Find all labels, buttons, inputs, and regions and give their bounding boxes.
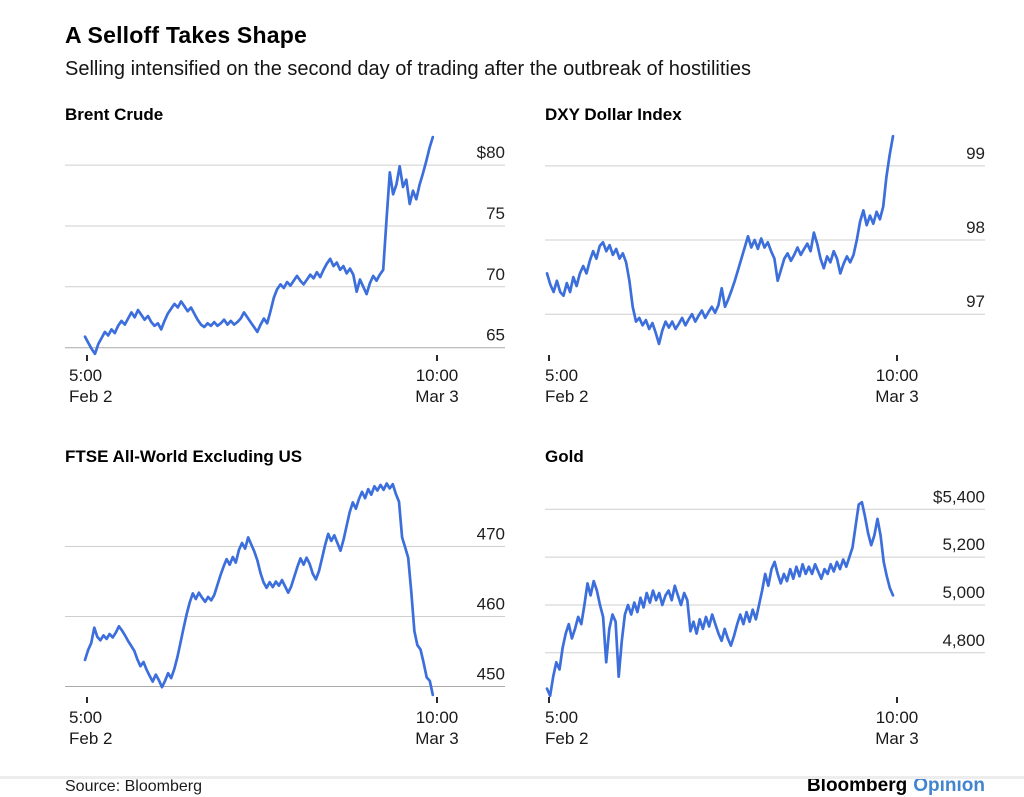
x-tick-start — [86, 355, 88, 361]
x-axis-end-label: 10:00 Mar 3 — [415, 365, 458, 407]
y-axis-label-98: 98 — [966, 218, 985, 237]
chart-title-dxy-dollar-index: DXY Dollar Index — [545, 105, 682, 124]
y-axis-label-75: 75 — [486, 204, 505, 223]
x-start-date: Feb 2 — [545, 729, 589, 748]
brent-price-line — [83, 135, 435, 356]
x-axis-labels: 5:00 Feb 2 10:00 Mar 3 — [65, 707, 505, 749]
x-start-time: 5:00 — [69, 366, 103, 385]
chart-plot-ftse-all-world: 470 460 450 5:00 Feb 2 10:00 Mar 3 — [65, 473, 505, 749]
y-axis-label-450: 450 — [477, 665, 505, 684]
y-axis-label-80: $80 — [477, 143, 505, 162]
x-axis-end-label: 10:00 Mar 3 — [875, 365, 918, 407]
x-start-time: 5:00 — [69, 708, 103, 727]
chart-plot-brent-crude: $80 75 70 65 5:00 Feb 2 10:00 Mar 3 — [65, 131, 505, 407]
x-axis-end-label: 10:00 Mar 3 — [875, 707, 918, 749]
x-end-date: Mar 3 — [875, 387, 919, 406]
x-end-time: 10:00 — [415, 366, 459, 385]
chart-plot-gold: $5,400 5,200 5,000 4,800 5:00 Feb 2 10:00 M… — [545, 473, 985, 749]
x-axis-tick-row — [545, 697, 985, 705]
source-note: Source: Bloomberg — [65, 778, 202, 795]
x-axis-start-label: 5:00 Feb 2 — [545, 365, 588, 407]
y-axis-label-460: 460 — [477, 595, 505, 614]
chart-plot-dxy-dollar-index: 99 98 97 5:00 Feb 2 10:00 Mar 3 — [545, 131, 985, 407]
x-axis-end-label: 10:00 Mar 3 — [415, 707, 458, 749]
y-axis-label-70: 70 — [486, 265, 505, 284]
y-axis-label-4800: 4,800 — [942, 631, 985, 650]
brent-crude-line-chart: $80 75 70 65 — [65, 135, 505, 356]
x-axis-start-label: 5:00 Feb 2 — [545, 707, 588, 749]
chart-panel-ftse-all-world: FTSE All-World Excluding US 470 460 450 5:… — [65, 447, 505, 749]
dxy-price-line — [545, 134, 895, 346]
y-axis-label-5000: 5,000 — [942, 583, 985, 602]
x-start-time: 5:00 — [545, 366, 579, 385]
dxy-dollar-index-line-chart: 99 98 97 — [545, 134, 985, 346]
x-end-time: 10:00 — [415, 708, 459, 727]
ftse-price-line — [83, 482, 435, 697]
x-axis-start-label: 5:00 Feb 2 — [69, 365, 112, 407]
x-tick-end — [896, 697, 898, 703]
x-end-date: Mar 3 — [415, 387, 459, 406]
x-start-date: Feb 2 — [69, 387, 113, 406]
x-axis-tick-row — [545, 355, 985, 363]
x-tick-start — [548, 697, 550, 703]
x-axis-labels: 5:00 Feb 2 10:00 Mar 3 — [545, 707, 985, 749]
x-axis-labels: 5:00 Feb 2 10:00 Mar 3 — [545, 365, 985, 407]
gold-line-chart: $5,400 5,200 5,000 4,800 — [545, 487, 985, 698]
gold-price-line — [545, 500, 895, 698]
y-axis-label-65: 65 — [486, 326, 505, 345]
chart-panel-gold: Gold $5,400 5,200 5,000 4,800 5:00 Feb 2 10… — [545, 447, 985, 749]
chart-panel-brent-crude: Brent Crude $80 75 70 65 5:00 Feb 2 10:00 M… — [65, 105, 505, 407]
x-end-time: 10:00 — [875, 366, 919, 385]
x-axis-tick-row — [65, 697, 505, 705]
x-start-date: Feb 2 — [545, 387, 589, 406]
y-axis-label-5200: 5,200 — [942, 535, 985, 554]
x-tick-start — [86, 697, 88, 703]
chart-title-gold: Gold — [545, 447, 584, 466]
x-start-date: Feb 2 — [69, 729, 113, 748]
y-axis-label-97: 97 — [966, 292, 985, 311]
page-title: A Selloff Takes Shape — [65, 22, 307, 48]
chart-title-ftse-all-world: FTSE All-World Excluding US — [65, 447, 303, 466]
screenshot-bottom-edge — [0, 776, 1024, 779]
x-end-date: Mar 3 — [875, 729, 919, 748]
x-start-time: 5:00 — [545, 708, 579, 727]
x-end-time: 10:00 — [875, 708, 919, 727]
x-axis-labels: 5:00 Feb 2 10:00 Mar 3 — [65, 365, 505, 407]
x-tick-end — [896, 355, 898, 361]
y-axis-label-99: 99 — [966, 144, 985, 163]
x-tick-end — [436, 697, 438, 703]
y-axis-label-470: 470 — [477, 525, 505, 544]
x-tick-start — [548, 355, 550, 361]
x-axis-tick-row — [65, 355, 505, 363]
chart-panel-dxy-dollar-index: DXY Dollar Index 99 98 97 5:00 Feb 2 10:00… — [545, 105, 985, 407]
y-axis-label-5400: $5,400 — [933, 487, 985, 506]
chart-title-brent-crude: Brent Crude — [65, 105, 164, 124]
x-axis-start-label: 5:00 Feb 2 — [69, 707, 112, 749]
charts-grid: Brent Crude $80 75 70 65 5:00 Feb 2 10:00 M… — [65, 105, 985, 749]
page-subtitle: Selling intensified on the second day of… — [65, 58, 751, 80]
x-end-date: Mar 3 — [415, 729, 459, 748]
x-tick-end — [436, 355, 438, 361]
ftse-all-world-line-chart: 470 460 450 — [65, 482, 505, 697]
